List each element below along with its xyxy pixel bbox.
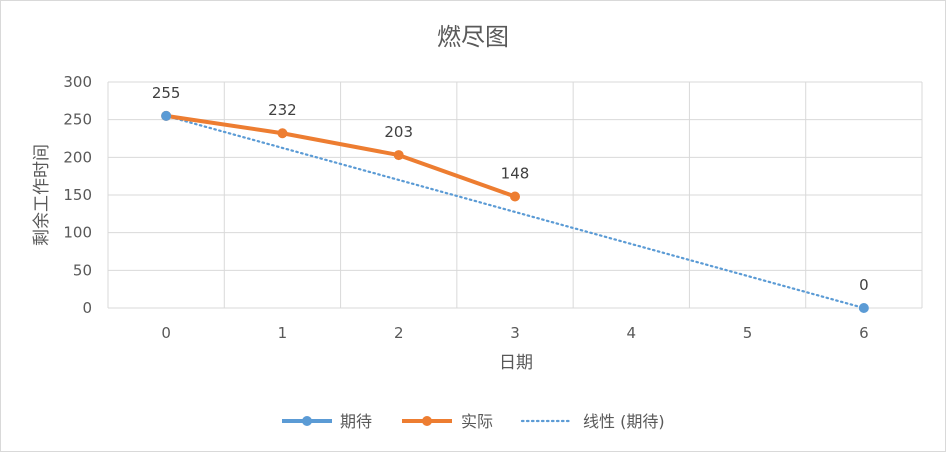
x-tick-label: 1	[278, 324, 288, 342]
x-tick-label: 2	[394, 324, 404, 342]
x-tick-label: 5	[743, 324, 753, 342]
x-tick-label: 6	[859, 324, 869, 342]
series-1-point	[510, 191, 520, 202]
data-label: 255	[152, 84, 181, 102]
y-tick-label: 150	[63, 186, 92, 204]
legend-item-2: 线性 (期待)	[520, 412, 665, 431]
y-tick-label: 300	[63, 73, 92, 91]
chart-title: 燃尽图	[437, 23, 509, 51]
y-tick-label: 0	[82, 299, 92, 317]
x-tick-label: 0	[161, 324, 171, 342]
data-label: 203	[384, 123, 413, 141]
legend-marker	[302, 416, 312, 426]
series-0-point	[161, 110, 172, 121]
series-layer	[161, 110, 869, 313]
y-axis-title: 剩余工作时间	[32, 144, 52, 246]
legend-label: 线性 (期待)	[583, 412, 665, 431]
y-tick-label: 200	[63, 148, 92, 166]
series-1-point	[277, 128, 288, 139]
legend-marker	[422, 416, 432, 426]
legend-label: 期待	[340, 412, 372, 431]
grid-lines	[107, 81, 923, 309]
actual-line	[165, 113, 516, 199]
y-tick-label: 50	[73, 261, 92, 279]
series-1-point	[393, 150, 404, 161]
y-tick-label: 100	[63, 224, 92, 242]
x-tick-label: 4	[627, 324, 637, 342]
data-label: 148	[501, 165, 530, 183]
legend-label: 实际	[461, 412, 493, 431]
x-axis-title: 日期	[499, 353, 533, 373]
data-label: 0	[859, 276, 869, 294]
data-label: 232	[268, 101, 297, 119]
series-0-point	[858, 303, 869, 313]
y-tick-label: 250	[63, 111, 92, 129]
x-tick-label: 3	[510, 324, 520, 342]
legend: 期待 实际 线性 (期待)	[282, 412, 665, 431]
y-axis-ticks: 0 50 100 150 200 250 300	[63, 73, 92, 317]
x-axis-ticks: 0 1 2 3 4 5 6	[161, 324, 868, 342]
legend-item-1: 实际	[402, 412, 493, 431]
trendline	[165, 114, 865, 310]
legend-item-0: 期待	[282, 412, 372, 431]
data-labels: 255 232 203 148 0	[152, 84, 869, 294]
